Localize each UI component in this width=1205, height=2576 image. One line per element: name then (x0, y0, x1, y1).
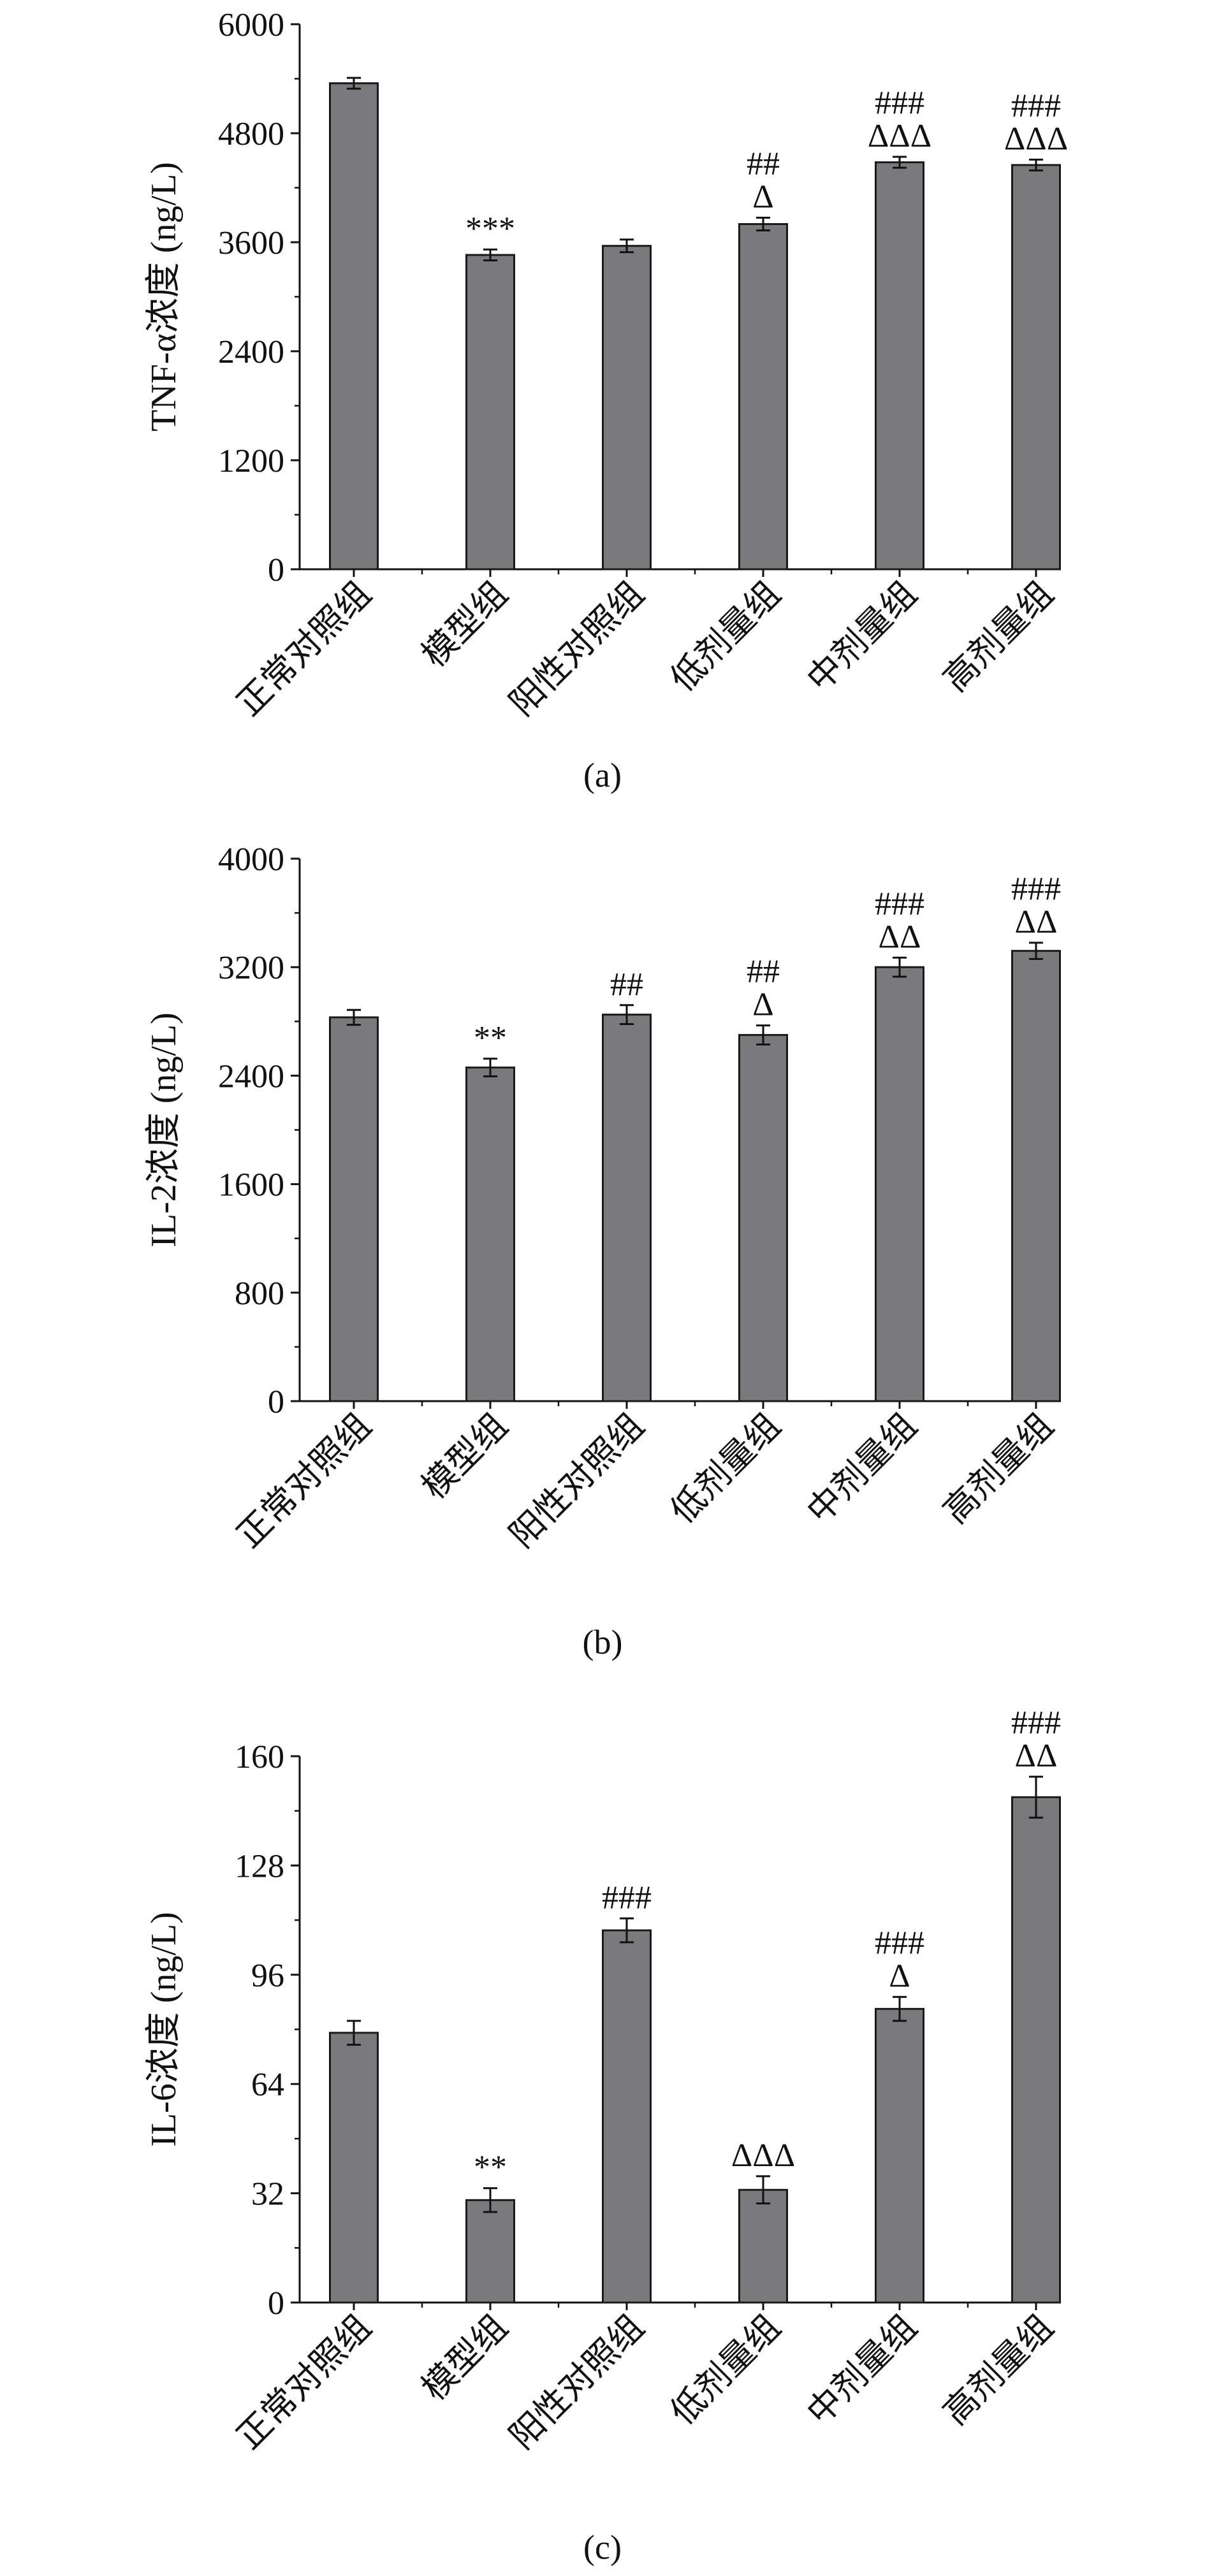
significance-label: ### (602, 1879, 652, 1916)
category-label: 中剂量组 (800, 1406, 924, 1531)
category-label: 高剂量组 (936, 574, 1060, 699)
y-tick-label: 1200 (218, 443, 284, 479)
bar-6 (1011, 1796, 1061, 2304)
bar-3 (602, 1929, 652, 2304)
significance-label: ** (474, 1020, 507, 1056)
significance-label: ### (1011, 871, 1061, 907)
category-label: 正常对照组 (230, 1406, 378, 1555)
y-tick-label: 0 (268, 2285, 284, 2322)
significance-label: ΔΔ (879, 919, 921, 955)
panel-a: 0 1200 2400 3600 4800 6000 TNF-α浓度 (ng/L) 正常对照组… (144, 7, 1068, 723)
y-tick-label: 1600 (218, 1167, 284, 1204)
category-label: 模型组 (415, 574, 515, 674)
significance-label: Δ (752, 987, 773, 1023)
y-tick-label: 4000 (218, 841, 284, 878)
bar-5 (875, 2007, 924, 2304)
category-label: 正常对照组 (230, 2308, 378, 2456)
y-tick-label: 6000 (218, 7, 284, 43)
y-tick-label: 4800 (218, 116, 284, 152)
bar-2 (465, 254, 515, 571)
significance-label: ### (1011, 1705, 1061, 1741)
y-axis-label: IL-6浓度 (ng/L) (144, 1912, 184, 2147)
significance-label: ## (610, 966, 643, 1003)
category-label: 阳性对照组 (502, 1406, 651, 1555)
category-label: 低剂量组 (663, 2308, 787, 2432)
significance-label: ## (747, 954, 780, 990)
category-label: 模型组 (415, 2308, 515, 2408)
category-label: 低剂量组 (663, 574, 787, 699)
y-axis-label: TNF-α浓度 (ng/L) (144, 162, 184, 432)
y-tick-label: 2400 (218, 1058, 284, 1095)
category-label: 高剂量组 (936, 2308, 1060, 2432)
y-tick-label: 160 (235, 1739, 284, 1775)
y-tick-label: 64 (251, 2067, 284, 2103)
panel-b: 0 800 1600 2400 3200 4000 IL-2浓度 (ng/L) 正常对照组 **… (144, 841, 1061, 1555)
significance-label: *** (465, 210, 515, 247)
bar-1 (329, 82, 379, 571)
category-label: 阳性对照组 (502, 2308, 651, 2456)
category-label: 模型组 (415, 1406, 515, 1506)
significance-label: ΔΔ (1015, 1738, 1058, 1774)
y-tick-label: 32 (251, 2176, 284, 2213)
significance-label: ** (474, 2150, 507, 2186)
y-tick-label: 3600 (218, 225, 284, 261)
panel-a-caption: (a) (583, 756, 622, 794)
y-tick-label: 2400 (218, 334, 284, 370)
bar-5 (875, 161, 924, 571)
y-axis-label: IL-2浓度 (ng/L) (144, 1012, 184, 1248)
category-label: 低剂量组 (663, 1406, 787, 1531)
significance-label: ### (875, 885, 924, 922)
bar-2 (465, 1066, 515, 1402)
bar-1 (329, 1016, 379, 1402)
significance-label: ΔΔ (1015, 904, 1058, 940)
panel-b-caption: (b) (582, 1623, 623, 1661)
bar-4 (738, 2188, 788, 2304)
y-tick-label: 128 (235, 1848, 284, 1884)
significance-label: ## (747, 146, 780, 182)
significance-label: ### (875, 1925, 924, 1961)
bar-6 (1011, 164, 1061, 571)
bar-4 (738, 223, 788, 571)
y-tick-label: 96 (251, 1958, 284, 1994)
significance-label: Δ (889, 1958, 910, 1995)
category-label: 中剂量组 (800, 574, 924, 699)
panel-c: 0 32 64 96 128 160 IL-6浓度 (ng/L) 正常对照组 ** 模型组 ### 阳… (144, 1705, 1061, 2456)
category-label: 正常对照组 (230, 574, 378, 723)
y-tick-label: 800 (235, 1276, 284, 1312)
bar-2 (465, 2199, 515, 2304)
significance-label: ### (875, 85, 924, 121)
significance-label: ### (1011, 87, 1061, 124)
bar-5 (875, 966, 924, 1402)
bar-3 (602, 1014, 652, 1402)
significance-label: Δ (752, 179, 773, 215)
bar-6 (1011, 950, 1061, 1402)
panel-c-caption: (c) (583, 2528, 622, 2566)
category-label: 中剂量组 (800, 2308, 924, 2432)
y-tick-label: 0 (268, 1384, 284, 1420)
category-label: 阳性对照组 (502, 574, 651, 723)
bar-1 (329, 2032, 379, 2304)
bar-3 (602, 245, 652, 571)
significance-label: ΔΔΔ (731, 2137, 795, 2174)
significance-label: ΔΔΔ (1004, 120, 1068, 157)
category-label: 高剂量组 (936, 1406, 1060, 1531)
y-tick-label: 3200 (218, 950, 284, 986)
y-tick-label: 0 (268, 552, 284, 588)
bar-4 (738, 1034, 788, 1402)
significance-label: ΔΔΔ (868, 118, 931, 154)
